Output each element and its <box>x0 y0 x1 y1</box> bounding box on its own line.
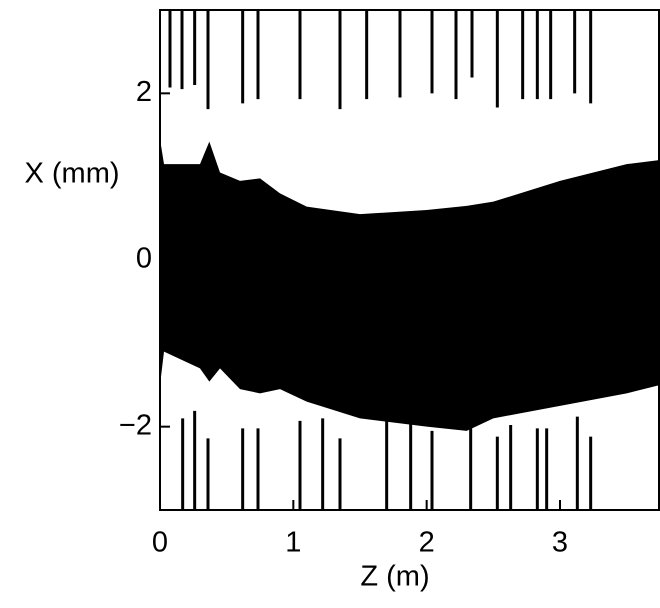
x-axis-label: Z (m) <box>360 561 429 593</box>
beam-envelope <box>160 139 660 431</box>
x-tick-label: 0 <box>152 527 168 559</box>
x-tick-label: 1 <box>285 527 301 559</box>
x-tick-label: 2 <box>419 527 435 559</box>
y-axis-label: X (mm) <box>24 158 119 190</box>
y-tick-label: 2 <box>136 76 152 108</box>
y-tick-label: −2 <box>119 409 152 441</box>
x-tick-label: 3 <box>552 527 568 559</box>
y-tick-label: 0 <box>136 243 152 275</box>
